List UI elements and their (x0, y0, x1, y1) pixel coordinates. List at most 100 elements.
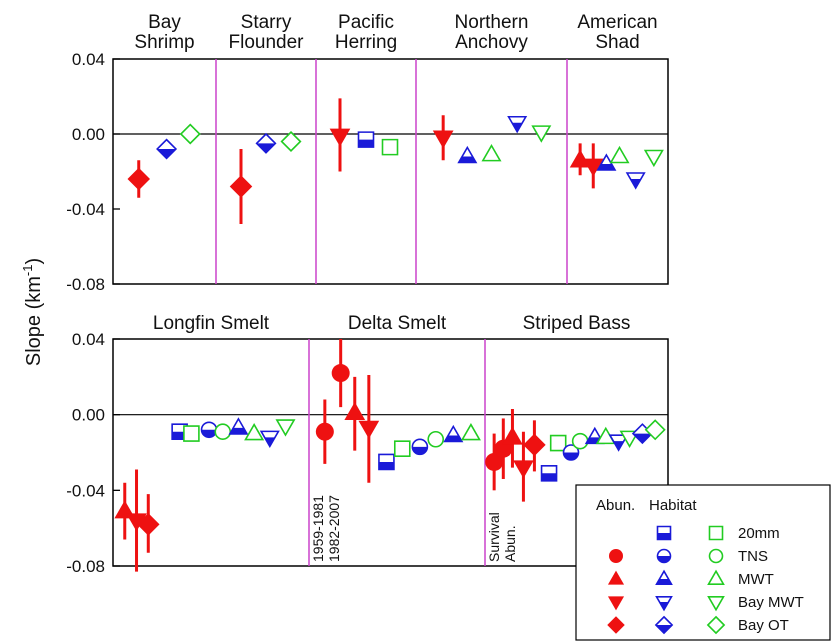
data-point (523, 433, 546, 457)
period-label: Abun. (502, 525, 518, 562)
panel-bottom-tick-label: 0.04 (72, 330, 105, 349)
data-point (179, 123, 201, 145)
data-point-fill (541, 473, 557, 481)
data-point (507, 115, 528, 134)
data-point (156, 138, 178, 160)
data-point (531, 125, 552, 143)
data-point-shape (531, 125, 552, 143)
legend-marker-abun (607, 596, 625, 611)
legend-marker-habitat-blue (656, 548, 672, 564)
legend-label: 20mm (738, 525, 780, 542)
data-point-shape (609, 145, 630, 164)
data-point (485, 452, 504, 471)
species-title: Delta Smelt (348, 313, 447, 334)
legend-marker-habitat-green-shape (706, 615, 726, 635)
legend-marker-habitat-green (708, 548, 724, 564)
legend-marker-habitat-blue (655, 596, 673, 612)
data-point (259, 430, 280, 448)
data-point-fill (563, 452, 579, 460)
data-point (513, 460, 534, 479)
data-point (443, 424, 464, 443)
data-point-shape (179, 123, 201, 145)
legend-marker-habitat-green (707, 596, 725, 612)
data-point (596, 153, 617, 171)
data-point (569, 149, 591, 168)
species-title: Anchovy (455, 32, 528, 53)
species-title: Starry (241, 12, 292, 33)
data-point-fill (613, 441, 624, 451)
data-point-shape (127, 167, 150, 191)
species-title: Striped Bass (523, 313, 631, 334)
data-point (127, 167, 150, 191)
data-point-shape (582, 158, 604, 177)
data-point-fill (633, 433, 652, 443)
legend-label: MWT (738, 571, 774, 588)
legend-marker-abun (609, 549, 623, 563)
legend-marker-habitat-green-shape (708, 525, 724, 541)
data-point-fill (201, 429, 217, 438)
legend-label: TNS (738, 548, 768, 565)
data-point (625, 172, 646, 190)
legend-marker-habitat-blue (655, 569, 673, 585)
panel-top-tick-label: 0.00 (72, 125, 105, 144)
species-title: Northern (455, 12, 529, 33)
data-point-shape (644, 419, 666, 441)
panel-top-tick-label: -0.04 (66, 200, 105, 219)
species-title: Bay (148, 12, 181, 33)
data-point-fill (358, 139, 374, 148)
data-point (280, 130, 302, 153)
panel-bottom-tick-label: -0.04 (66, 481, 105, 500)
data-point-shape (460, 422, 481, 441)
legend-marker-abun-shape (609, 549, 623, 563)
period-label: 1959-1981 (310, 495, 326, 562)
data-point-fill (256, 143, 276, 153)
data-point (214, 423, 232, 440)
data-point-shape (315, 422, 334, 441)
data-point (358, 420, 380, 439)
period-label: Survival (486, 512, 502, 562)
data-point-shape (331, 364, 350, 383)
panel-bottom-tick-label: 0.00 (72, 406, 105, 425)
data-point (562, 444, 580, 461)
species-title: Flounder (229, 32, 305, 53)
panel-top-frame (112, 58, 669, 285)
legend-header-abun: Abun. (596, 497, 635, 514)
data-point-shape (280, 130, 302, 153)
legend-marker-abun-shape (607, 596, 625, 611)
data-point (357, 131, 375, 148)
legend-marker-habitat-green (708, 525, 724, 541)
y-axis-label: Slope (km-1) (20, 258, 45, 366)
data-point (344, 401, 366, 420)
data-point-shape (329, 128, 351, 147)
data-point-shape (137, 513, 160, 536)
data-point-shape (381, 138, 399, 156)
data-point-shape (571, 432, 589, 450)
y-axis-label-sup: -1 (20, 265, 35, 277)
data-point-shape (427, 430, 445, 448)
data-point-shape (214, 423, 232, 440)
data-point-shape (229, 175, 253, 198)
data-point (502, 426, 523, 445)
data-point-fill (630, 179, 641, 188)
legend-marker-habitat-blue (656, 525, 672, 541)
legend-label: Bay MWT (738, 594, 804, 611)
data-point-shape (502, 426, 523, 445)
data-point-shape (523, 433, 546, 457)
legend-marker-abun-shape (607, 570, 625, 585)
data-point (582, 158, 604, 177)
legend-marker-habitat-blue-fill (656, 579, 672, 585)
data-point (571, 432, 589, 450)
legend-marker-habitat-blue-fill (655, 625, 673, 634)
data-point (427, 430, 445, 448)
legend-marker-habitat-green (706, 615, 726, 635)
species-title: Shrimp (134, 32, 194, 53)
data-point (457, 145, 478, 164)
data-point (244, 422, 265, 441)
y-axis-label-suffix: ) (23, 258, 45, 265)
data-point (275, 419, 296, 437)
data-point (643, 149, 664, 168)
data-point-shape (485, 452, 504, 471)
species-title: Shad (595, 32, 639, 53)
legend-marker-abun (607, 616, 625, 634)
